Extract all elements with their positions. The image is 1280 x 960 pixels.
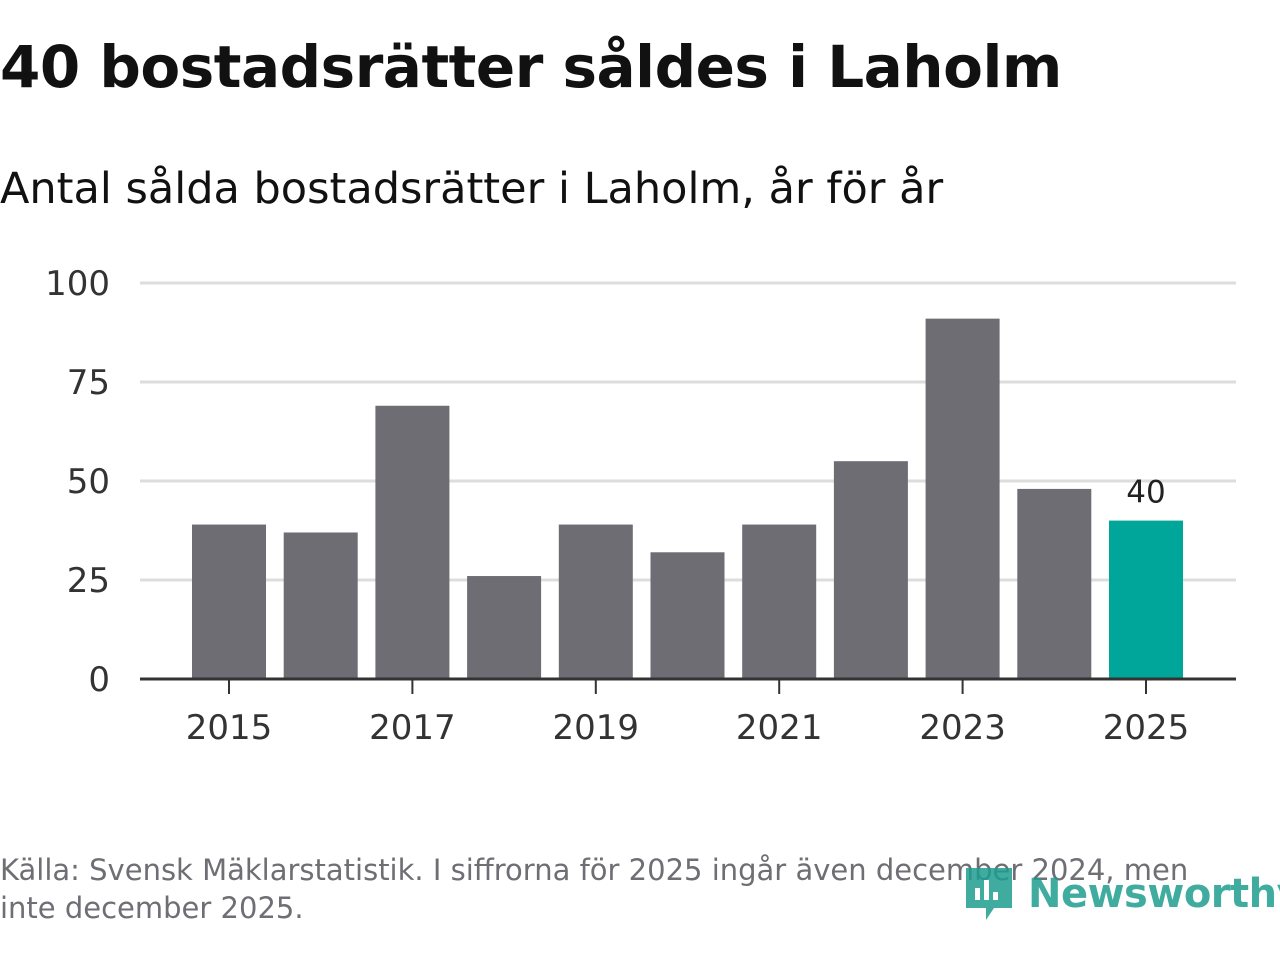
bar-2017: [375, 405, 450, 679]
bar-2019: [558, 524, 633, 679]
bar-2024: [1017, 488, 1092, 679]
bar-2025: [1109, 520, 1183, 679]
data-label-2025: 40: [1126, 475, 1165, 511]
bar-2016: [283, 532, 358, 679]
chart-title: 40 bostadsrätter såldes i Laholm: [0, 33, 1062, 101]
newsworthy-logo: Newsworthy: [962, 862, 1280, 926]
chart-subtitle: Antal sålda bostadsrätter i Laholm, år f…: [0, 164, 944, 214]
bar-2015: [192, 524, 266, 679]
x-tick-label-2023: 2023: [919, 708, 1006, 748]
y-tick-label-25: 25: [67, 561, 110, 601]
x-tick-label-2021: 2021: [736, 708, 823, 748]
x-tick-label-2025: 2025: [1103, 708, 1190, 748]
bar-2022: [833, 461, 908, 679]
x-tick-label-2019: 2019: [553, 708, 640, 748]
x-tick-label-2015: 2015: [186, 708, 273, 748]
bar-2023: [925, 318, 1000, 679]
newsworthy-logo-icon: [966, 868, 1012, 920]
bar-chart: 0 25 50 75 100 40 2015 2017 2019 2021 2023 2025: [45, 264, 1236, 748]
logo-text: Newsworthy: [1028, 871, 1280, 917]
y-tick-label-50: 50: [67, 462, 110, 502]
y-tick-label-0: 0: [88, 660, 110, 700]
bar-2021: [742, 524, 817, 679]
bar-2018: [467, 576, 542, 679]
y-tick-label-100: 100: [45, 264, 110, 304]
x-tick-label-2017: 2017: [369, 708, 456, 748]
y-tick-label-75: 75: [67, 363, 110, 403]
bar-2020: [650, 552, 725, 679]
